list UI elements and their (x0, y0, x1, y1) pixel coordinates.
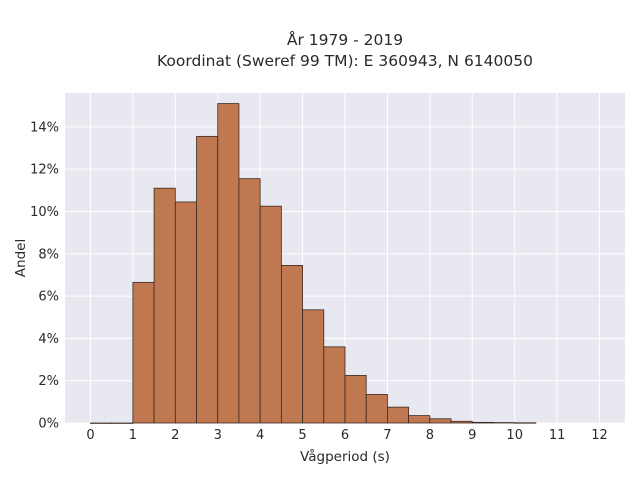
bar-3.5 (238, 178, 261, 424)
bar-1 (132, 281, 155, 424)
y-tick-label-1: 2% (38, 374, 59, 389)
bar-1.5 (153, 187, 176, 424)
x-tick-label-3: 3 (214, 428, 222, 443)
x-axis-label: Vågperiod (s) (300, 448, 390, 465)
x-tick-label-10: 10 (506, 428, 523, 443)
chart-title-line-2: Koordinat (Sweref 99 TM): E 360943, N 61… (157, 52, 533, 70)
x-tick-label-1: 1 (129, 428, 137, 443)
x-tick-label-5: 5 (298, 428, 306, 443)
x-tick-label-6: 6 (341, 428, 349, 443)
bar-6.5 (365, 394, 388, 424)
bar-8 (429, 418, 452, 424)
y-tick-label-4: 8% (38, 247, 59, 262)
y-tick-labels: 0% 2% 4% 6% 8% 10% 12% 14% (30, 120, 59, 431)
x-tick-label-2: 2 (171, 428, 179, 443)
chart-title-line-1: År 1979 - 2019 (287, 30, 403, 49)
bar-9 (471, 421, 494, 424)
bar-3 (217, 103, 240, 424)
x-tick-label-4: 4 (256, 428, 264, 443)
bar-6 (344, 375, 367, 424)
x-tick-label-8: 8 (426, 428, 434, 443)
bar-4.5 (280, 265, 303, 424)
bar-5 (302, 309, 325, 424)
y-tick-label-0: 0% (38, 417, 59, 432)
bar-2.5 (196, 135, 219, 424)
bar-5.5 (323, 346, 346, 424)
bar-7.5 (408, 415, 431, 424)
x-tick-label-9: 9 (468, 428, 476, 443)
x-tick-label-7: 7 (383, 428, 391, 443)
bar-4 (259, 205, 282, 424)
bar-8.5 (450, 420, 473, 424)
y-tick-label-3: 6% (38, 290, 59, 305)
bars (90, 103, 537, 424)
y-tick-label-2: 4% (38, 332, 59, 347)
x-tick-label-12: 12 (591, 428, 608, 443)
x-tick-labels: 0 1 2 3 4 5 6 7 8 9 10 11 12 (86, 428, 608, 443)
y-axis-label: Andel (13, 239, 29, 277)
y-tick-label-7: 14% (30, 120, 59, 135)
x-tick-label-0: 0 (86, 428, 94, 443)
bar-7 (387, 406, 410, 424)
bar-2 (174, 201, 197, 424)
y-tick-label-6: 12% (30, 163, 59, 178)
y-tick-label-5: 10% (30, 205, 59, 220)
x-tick-label-11: 11 (549, 428, 566, 443)
